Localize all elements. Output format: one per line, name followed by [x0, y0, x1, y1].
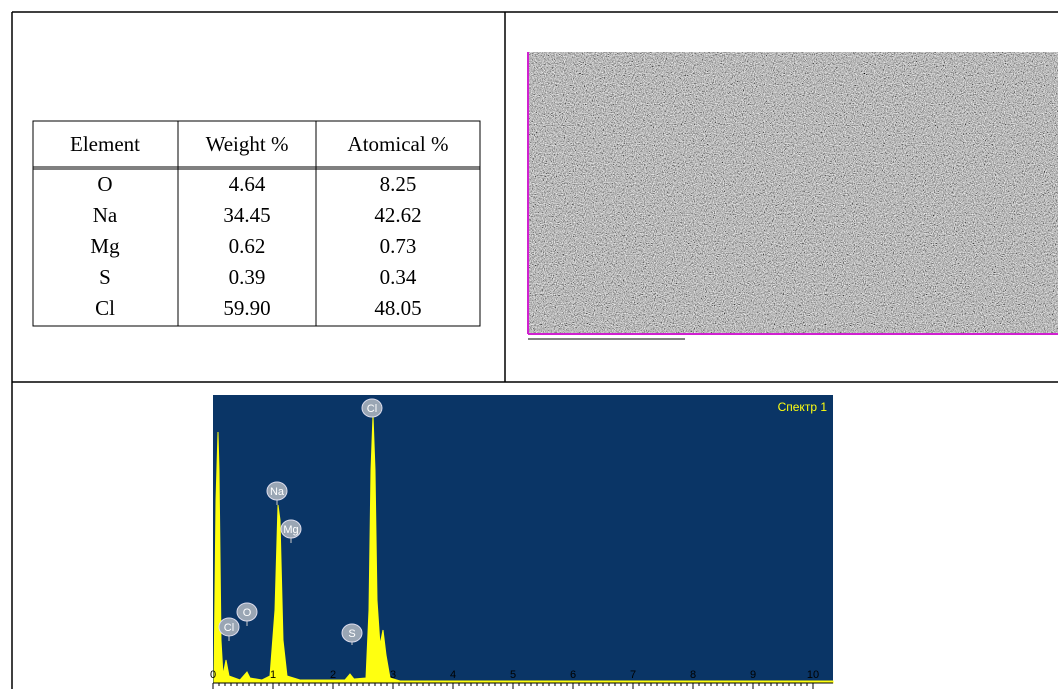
table-cell: S	[99, 265, 111, 289]
spectrum-trace	[213, 414, 834, 684]
layout-borders	[11, 11, 1058, 689]
x-tick-label: 5	[510, 669, 516, 681]
table-cell: O	[97, 172, 112, 196]
peak-label: Cl	[367, 403, 377, 415]
x-tick-label: 9	[750, 669, 756, 681]
peak-label-bubble	[280, 519, 302, 539]
peak-label: Cl	[224, 622, 234, 634]
table-cell: 0.73	[380, 234, 417, 258]
sem-image	[527, 52, 1058, 340]
table-cell: Na	[93, 203, 118, 227]
peak-label-bubble	[361, 398, 383, 418]
table-header: Weight %	[206, 132, 289, 156]
table-header: Element	[70, 132, 140, 156]
table-cell: 42.62	[374, 203, 421, 227]
x-tick-label: 6	[570, 669, 576, 681]
table-cell: 34.45	[223, 203, 270, 227]
table-cell: Mg	[90, 234, 120, 258]
peak-label: O	[243, 607, 252, 619]
table-cell: 4.64	[229, 172, 266, 196]
peak-label-bubble	[236, 602, 258, 622]
table: Element Weight % Atomical % O 4.64 8.25 Na 34.4…	[70, 132, 448, 320]
x-tick-label: 2	[330, 669, 336, 681]
x-tick-label: 8	[690, 669, 696, 681]
table-cell: 59.90	[223, 296, 270, 320]
spectrum-title: Спектр 1	[778, 400, 828, 414]
peak-label-bubble	[341, 623, 363, 643]
x-tick-label: 3	[390, 669, 396, 681]
peak-label: Na	[270, 486, 285, 498]
table-cell: Cl	[95, 296, 115, 320]
table-cell: 0.39	[229, 265, 266, 289]
table-header: Atomical %	[348, 132, 449, 156]
table-cell: 0.34	[380, 265, 417, 289]
x-tick-label: 4	[450, 669, 456, 681]
x-tick-label: 7	[630, 669, 636, 681]
peak-label-bubble	[266, 481, 288, 501]
peak-label: S	[348, 628, 355, 640]
peak-label: Mg	[283, 524, 298, 536]
table-cell: 48.05	[374, 296, 421, 320]
table-cell: 8.25	[380, 172, 417, 196]
x-tick-label: 10	[807, 669, 819, 681]
x-tick-label: 1	[270, 669, 276, 681]
peak-label-bubble	[218, 617, 240, 637]
x-tick-label: 0	[210, 669, 216, 681]
spectrum-background	[213, 395, 833, 683]
table-frame	[32, 120, 481, 327]
table-cell: 0.62	[229, 234, 266, 258]
spectrum: Спектр 1 Cl Na Mg O Cl S 0 1 2 3 4 5 6 7 8 9 10	[210, 395, 834, 689]
